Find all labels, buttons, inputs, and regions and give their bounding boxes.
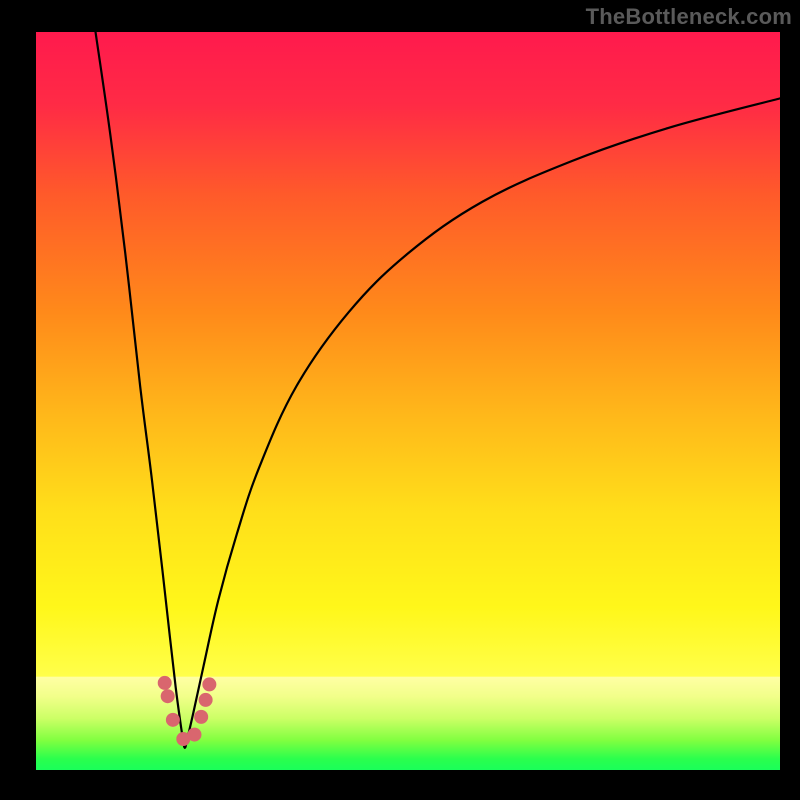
plot-background-gradient: [36, 32, 780, 770]
data-marker: [187, 728, 201, 742]
watermark-text: TheBottleneck.com: [586, 4, 792, 30]
data-marker: [202, 677, 216, 691]
data-marker: [158, 676, 172, 690]
bottleneck-chart: [0, 0, 800, 800]
data-marker: [161, 689, 175, 703]
chart-container: TheBottleneck.com: [0, 0, 800, 800]
data-marker: [194, 710, 208, 724]
data-marker: [166, 713, 180, 727]
data-marker: [199, 693, 213, 707]
